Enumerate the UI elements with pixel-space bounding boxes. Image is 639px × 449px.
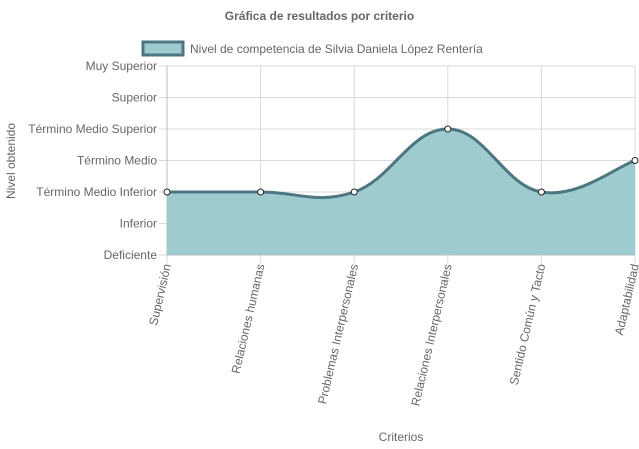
- data-point: [257, 188, 265, 196]
- x-tick-label: Problemas Interpersonales: [315, 263, 361, 406]
- legend-swatch: [141, 40, 185, 57]
- y-axis-ticks: Deficiente Inferior Término Medio Inferior…: [28, 59, 157, 262]
- x-tick-label: Relaciones humanas: [229, 263, 268, 375]
- y-tick-label: Muy Superior: [86, 59, 157, 73]
- series-area: [163, 125, 639, 255]
- series-area-fill: [167, 129, 635, 255]
- y-tick-label: Inferior: [120, 217, 157, 231]
- data-point: [631, 157, 639, 164]
- x-axis-ticks: Supervisión Relaciones humanas Problemas I…: [146, 262, 639, 407]
- chart-title: Gráfica de resultados por criterio: [225, 9, 414, 23]
- x-tick-label: Sentido Común y Tacto: [507, 262, 549, 386]
- x-tick-label: Supervisión: [146, 263, 174, 327]
- legend-label: Nivel de competencia de Silvia Daniela L…: [190, 42, 483, 56]
- data-point: [444, 125, 452, 133]
- data-point: [537, 188, 545, 196]
- x-tick-label: Adaptabilidad: [612, 263, 639, 337]
- data-point: [350, 188, 358, 196]
- y-tick-label: Deficiente: [104, 248, 158, 262]
- x-tick-label: Relaciones Interpersonales: [408, 263, 454, 408]
- y-tick-label: Término Medio Superior: [28, 122, 157, 136]
- data-point: [163, 188, 171, 196]
- y-tick-label: Término Medio: [77, 154, 157, 168]
- x-axis-title: Criterios: [379, 430, 424, 444]
- y-tick-label: Superior: [112, 91, 157, 105]
- legend[interactable]: Nivel de competencia de Silvia Daniela L…: [141, 40, 483, 57]
- y-axis-title: Nivel obtenido: [4, 123, 18, 199]
- y-tick-label: Término Medio Inferior: [36, 185, 157, 199]
